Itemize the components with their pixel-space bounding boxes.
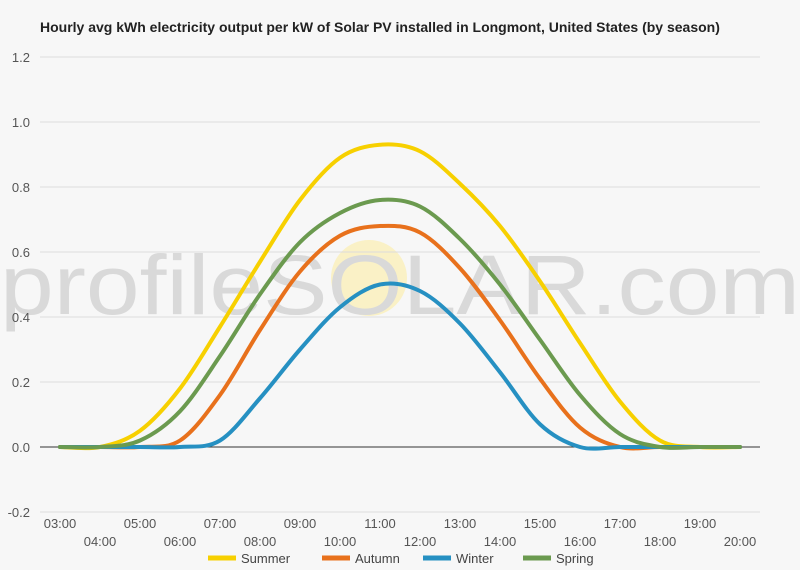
series-line-summer [58,142,742,451]
x-tick-label: 19:00 [684,516,717,531]
watermark-sun-icon [331,240,407,316]
series-line-winter [58,281,742,451]
series-line-spring [58,197,742,450]
x-tick-label: 16:00 [564,534,597,549]
y-tick-label: 0.2 [12,375,30,390]
x-tick-label: 18:00 [644,534,677,549]
x-tick-label: 10:00 [324,534,357,549]
legend-item-autumn[interactable]: Autumn [322,551,400,566]
legend-label: Summer [241,551,291,566]
x-tick-label: 06:00 [164,534,197,549]
x-tick-label: 05:00 [124,516,157,531]
x-tick-label: 07:00 [204,516,237,531]
x-tick-label: 13:00 [444,516,477,531]
x-tick-label: 12:00 [404,534,437,549]
x-tick-label: 08:00 [244,534,277,549]
y-tick-label: 0.4 [12,310,30,325]
legend-label: Spring [556,551,594,566]
x-tick-label: 03:00 [44,516,77,531]
y-tick-label: 0.0 [12,440,30,455]
y-tick-label: 1.2 [12,50,30,65]
x-tick-label: 11:00 [364,516,396,531]
chart-title: Hourly avg kWh electricity output per kW… [40,19,720,35]
legend-label: Winter [456,551,494,566]
x-tick-label: 15:00 [524,516,557,531]
x-tick-label: 04:00 [84,534,117,549]
y-tick-label: -0.2 [8,505,30,520]
y-tick-label: 1.0 [12,115,30,130]
legend-item-summer[interactable]: Summer [208,551,291,566]
y-tick-label: 0.8 [12,180,30,195]
legend-label: Autumn [355,551,400,566]
x-tick-label: 20:00 [724,534,757,549]
legend-item-spring[interactable]: Spring [523,551,594,566]
legend-item-winter[interactable]: Winter [423,551,494,566]
y-tick-label: 0.6 [12,245,30,260]
x-tick-label: 14:00 [484,534,517,549]
x-tick-label: 17:00 [604,516,637,531]
x-tick-label: 09:00 [284,516,317,531]
